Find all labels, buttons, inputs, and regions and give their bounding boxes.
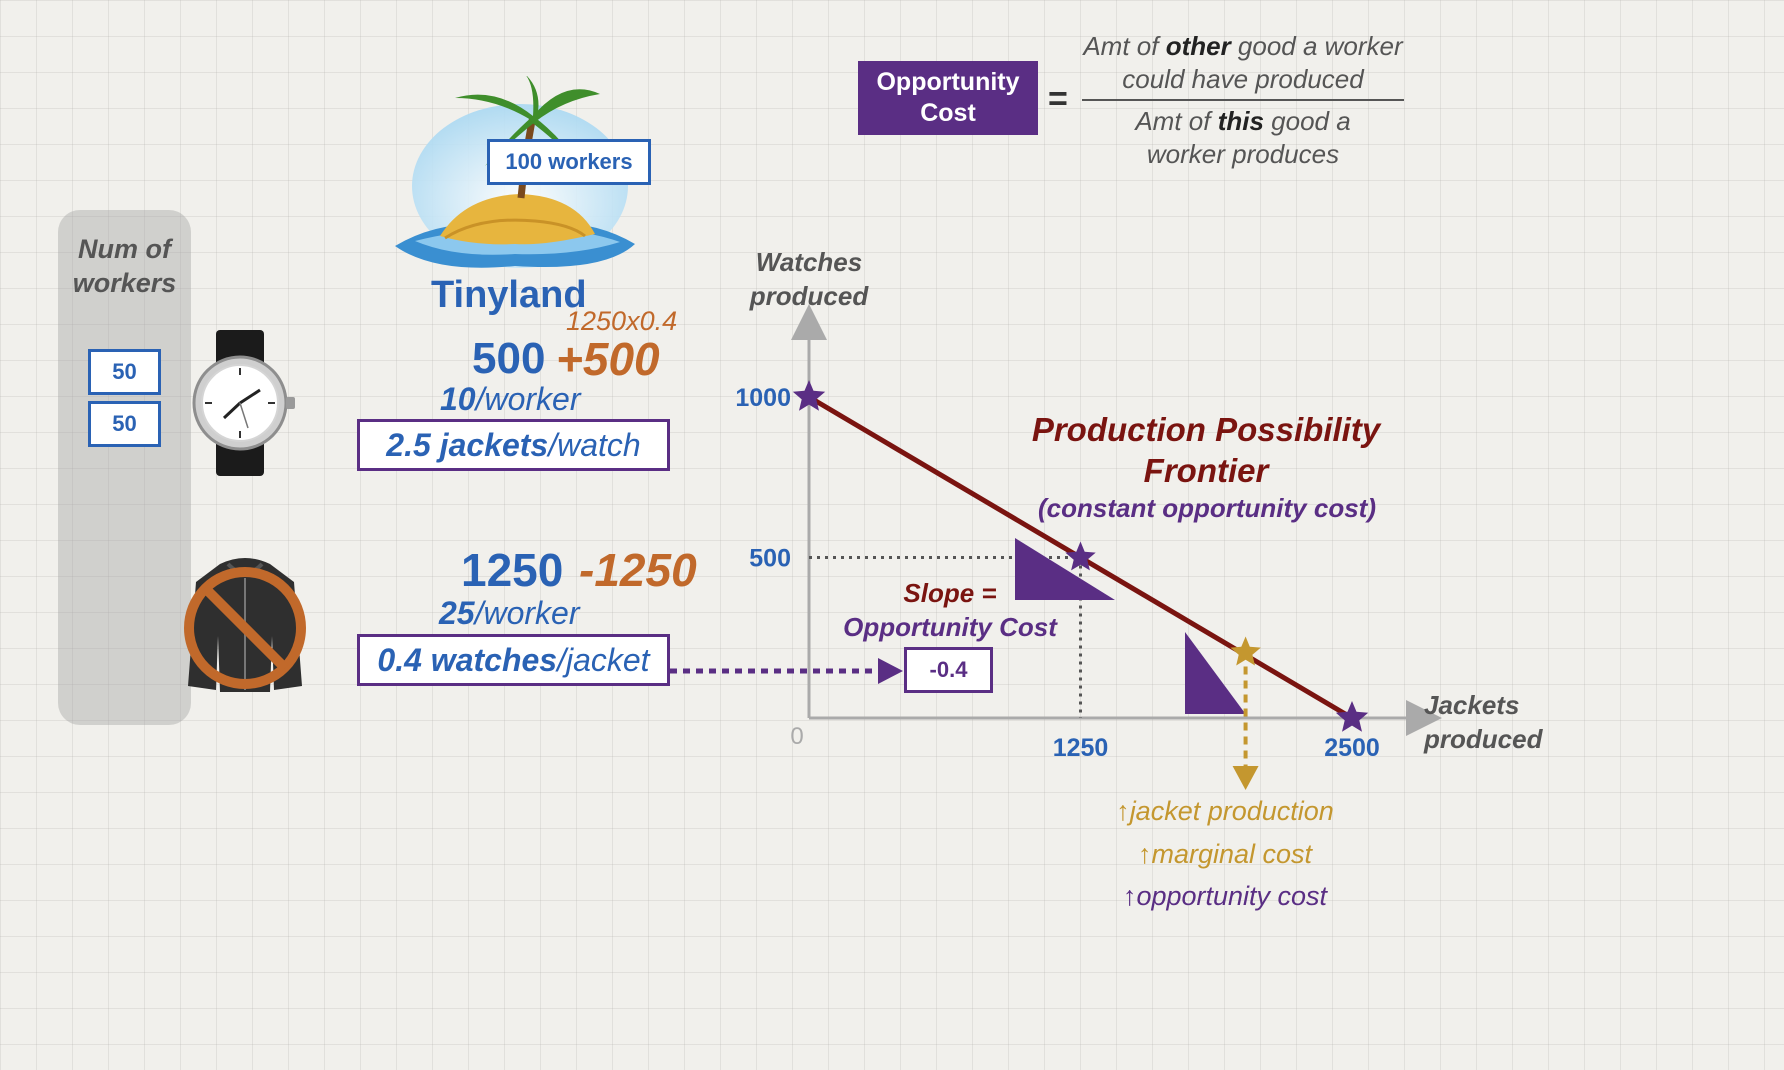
slope-label: Slope = Opportunity Cost xyxy=(843,578,1057,642)
workers-count-label: 100 workers xyxy=(487,139,651,185)
workers-panel-title: Num of workers xyxy=(72,234,177,298)
point-1000-watches xyxy=(792,380,826,411)
frontier-points xyxy=(792,380,1369,732)
slope-triangle-large xyxy=(1015,538,1115,600)
point-2500-jackets xyxy=(1335,701,1369,732)
chart-title: Production Possibility Frontier xyxy=(1031,411,1381,489)
watch-workers-input[interactable]: 50 xyxy=(88,349,161,395)
y-axis-label: Watches produced xyxy=(749,247,869,311)
annotation-opportunity-cost: ↑opportunity cost xyxy=(1122,881,1328,911)
y-tick-500: 500 xyxy=(749,545,791,573)
annotation-marginal-cost: ↑marginal cost xyxy=(1137,839,1313,869)
formula-numerator: Amt of other good a worker could have pr… xyxy=(1083,31,1403,94)
watch-calc-note: 1250x0.4 xyxy=(566,306,678,336)
watch-rate: 10/worker xyxy=(440,381,581,417)
slope-triangles xyxy=(1015,538,1246,714)
workers-panel xyxy=(58,210,191,725)
opportunity-cost-arrow-head xyxy=(878,658,903,684)
point-500-watches xyxy=(1065,541,1096,571)
slope-value-box: -0.4 xyxy=(904,647,993,693)
watch-change: +500 xyxy=(556,333,660,385)
jacket-change: -1250 xyxy=(579,544,697,596)
highlight-drop-arrow xyxy=(1232,666,1259,790)
jacket-prohibited-icon xyxy=(184,558,306,692)
formula-equals: = xyxy=(1048,80,1068,118)
x-tick-2500: 2500 xyxy=(1324,734,1380,762)
annotation-jacket-production: ↑jacket production xyxy=(1116,796,1334,826)
y-tick-1000: 1000 xyxy=(735,384,791,412)
highlight-arrow-head xyxy=(1232,766,1259,790)
formula-fraction-bar xyxy=(1082,99,1404,101)
watch-opportunity-cost-box: 2.5 jackets/watch xyxy=(357,419,670,471)
slope-triangle-small xyxy=(1185,632,1246,714)
watch-icon xyxy=(192,330,295,476)
jacket-workers-input[interactable]: 50 xyxy=(88,401,161,447)
opportunity-cost-label: Opportunity Cost xyxy=(858,61,1038,135)
country-name: Tinyland xyxy=(431,274,587,316)
x-axis-label: Jackets produced xyxy=(1424,690,1543,754)
point-highlight xyxy=(1230,636,1261,666)
origin-label: 0 xyxy=(790,723,803,750)
jacket-opportunity-cost-box: 0.4 watches/jacket xyxy=(357,634,670,686)
x-tick-1250: 1250 xyxy=(1053,734,1109,762)
jacket-amount: 1250 xyxy=(461,544,564,596)
formula-denominator: Amt of this good a worker produces xyxy=(1135,106,1351,169)
chart-subtitle: (constant opportunity cost) xyxy=(1038,493,1376,523)
watch-amount: 500 xyxy=(472,334,546,383)
jacket-rate: 25/worker xyxy=(439,595,580,631)
tick-labels: 500 1000 1250 2500 0 xyxy=(735,384,1379,762)
